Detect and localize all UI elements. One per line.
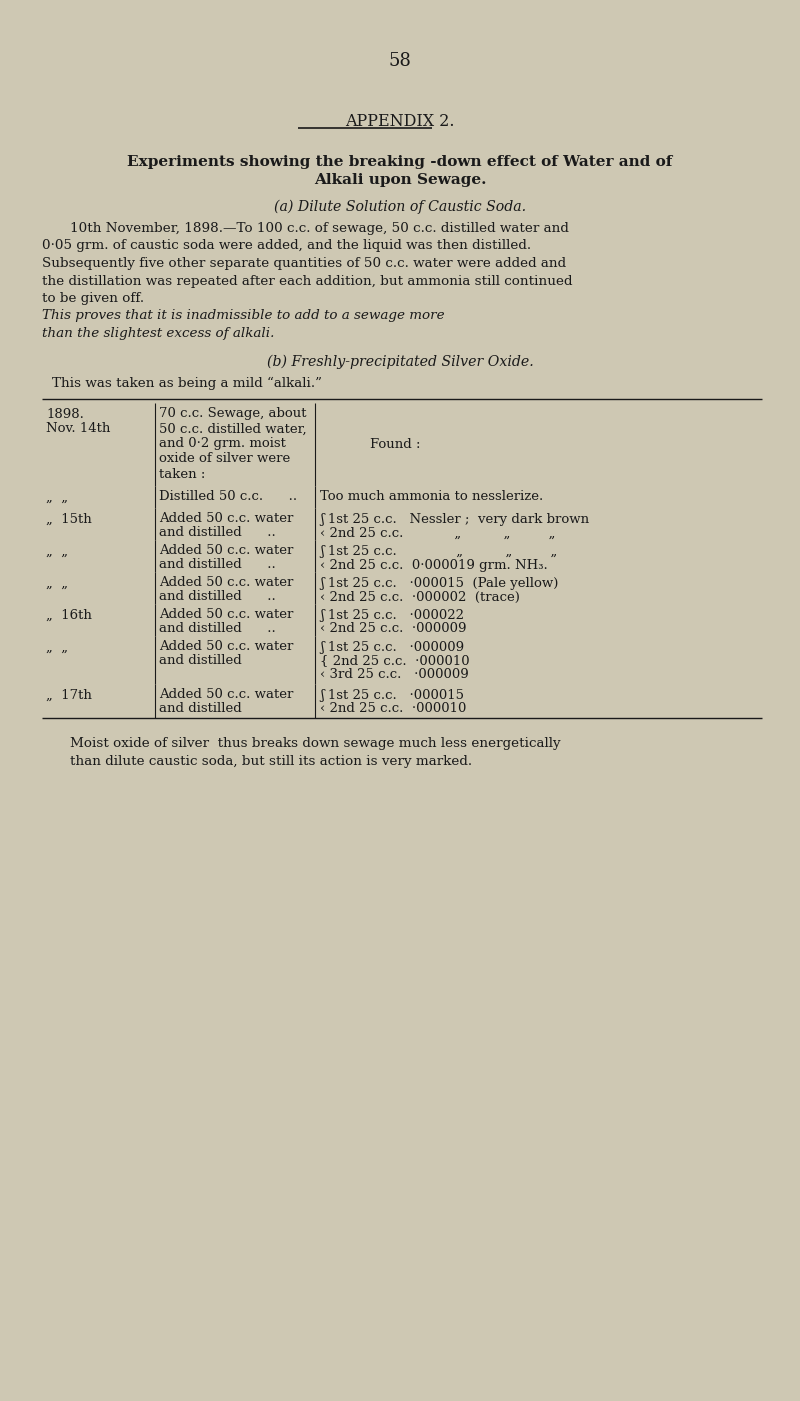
- Text: This proves that it is inadmissible to add to a sewage more: This proves that it is inadmissible to a…: [42, 310, 445, 322]
- Text: and distilled      ..: and distilled ..: [159, 559, 276, 572]
- Text: „  „: „ „: [46, 545, 68, 558]
- Text: ʃ 1st 25 c.c.              „          „         „: ʃ 1st 25 c.c. „ „ „: [320, 545, 558, 558]
- Text: Added 50 c.c. water: Added 50 c.c. water: [159, 688, 294, 702]
- Text: the distillation was repeated after each addition, but ammonia still continued: the distillation was repeated after each…: [42, 275, 573, 287]
- Text: Added 50 c.c. water: Added 50 c.c. water: [159, 545, 294, 558]
- Text: Experiments showing the breaking -down effect of Water and of: Experiments showing the breaking -down e…: [127, 156, 673, 170]
- Text: „  „: „ „: [46, 490, 68, 503]
- Text: ʃ 1st 25 c.c.   Nessler ;  very dark brown: ʃ 1st 25 c.c. Nessler ; very dark brown: [320, 513, 589, 525]
- Text: Added 50 c.c. water: Added 50 c.c. water: [159, 513, 294, 525]
- Text: ‹ 2nd 25 c.c.  ·000002  (trace): ‹ 2nd 25 c.c. ·000002 (trace): [320, 590, 520, 604]
- Text: ʃ 1st 25 c.c.   ·000015  (Pale yellow): ʃ 1st 25 c.c. ·000015 (Pale yellow): [320, 576, 558, 590]
- Text: „  „: „ „: [46, 576, 68, 590]
- Text: ‹ 2nd 25 c.c.            „          „         „: ‹ 2nd 25 c.c. „ „ „: [320, 527, 555, 539]
- Text: (a) Dilute Solution of Caustic Soda.: (a) Dilute Solution of Caustic Soda.: [274, 200, 526, 214]
- Text: { 2nd 25 c.c.  ·000010: { 2nd 25 c.c. ·000010: [320, 654, 470, 667]
- Text: „  17th: „ 17th: [46, 688, 92, 702]
- Text: 1898.: 1898.: [46, 408, 84, 420]
- Text: „  16th: „ 16th: [46, 608, 92, 622]
- Text: 58: 58: [389, 52, 411, 70]
- Text: 10th November, 1898.—To 100 c.c. of sewage, 50 c.c. distilled water and: 10th November, 1898.—To 100 c.c. of sewa…: [70, 221, 569, 235]
- Text: ‹ 2nd 25 c.c.  ·000010: ‹ 2nd 25 c.c. ·000010: [320, 702, 466, 716]
- Text: than dilute caustic soda, but still its action is very marked.: than dilute caustic soda, but still its …: [70, 755, 472, 768]
- Text: taken :: taken :: [159, 468, 206, 481]
- Text: Found :: Found :: [370, 437, 420, 451]
- Text: and distilled      ..: and distilled ..: [159, 527, 276, 539]
- Text: ‹ 2nd 25 c.c.  ·000009: ‹ 2nd 25 c.c. ·000009: [320, 622, 466, 636]
- Text: This was taken as being a mild “alkali.”: This was taken as being a mild “alkali.”: [52, 377, 322, 389]
- Text: and distilled      ..: and distilled ..: [159, 590, 276, 604]
- Text: and 0·2 grm. moist: and 0·2 grm. moist: [159, 437, 286, 451]
- Text: 0·05 grm. of caustic soda were added, and the liquid was then distilled.: 0·05 grm. of caustic soda were added, an…: [42, 240, 531, 252]
- Text: oxide of silver were: oxide of silver were: [159, 453, 290, 465]
- Text: 70 c.c. Sewage, about: 70 c.c. Sewage, about: [159, 408, 306, 420]
- Text: Moist oxide of silver  thus breaks down sewage much less energetically: Moist oxide of silver thus breaks down s…: [70, 737, 561, 751]
- Text: ‹ 2nd 25 c.c.  0·000019 grm. NH₃.: ‹ 2nd 25 c.c. 0·000019 grm. NH₃.: [320, 559, 548, 572]
- Text: and distilled: and distilled: [159, 702, 242, 716]
- Text: Added 50 c.c. water: Added 50 c.c. water: [159, 608, 294, 622]
- Text: ʃ 1st 25 c.c.   ·000022: ʃ 1st 25 c.c. ·000022: [320, 608, 464, 622]
- Text: Subsequently five other separate quantities of 50 c.c. water were added and: Subsequently five other separate quantit…: [42, 256, 566, 270]
- Text: Nov. 14th: Nov. 14th: [46, 423, 110, 436]
- Text: Distilled 50 c.c.      ..: Distilled 50 c.c. ..: [159, 490, 297, 503]
- Text: Added 50 c.c. water: Added 50 c.c. water: [159, 576, 294, 590]
- Text: „  15th: „ 15th: [46, 513, 92, 525]
- Text: „  „: „ „: [46, 640, 68, 653]
- Text: and distilled      ..: and distilled ..: [159, 622, 276, 636]
- Text: to be given off.: to be given off.: [42, 291, 144, 305]
- Text: and distilled: and distilled: [159, 654, 242, 667]
- Text: Too much ammonia to nesslerize.: Too much ammonia to nesslerize.: [320, 490, 543, 503]
- Text: APPENDIX 2.: APPENDIX 2.: [346, 113, 454, 130]
- Text: ʃ 1st 25 c.c.   ·000009: ʃ 1st 25 c.c. ·000009: [320, 640, 464, 653]
- Text: Added 50 c.c. water: Added 50 c.c. water: [159, 640, 294, 653]
- Text: than the slightest excess of alkali.: than the slightest excess of alkali.: [42, 326, 274, 340]
- Text: ʃ 1st 25 c.c.   ·000015: ʃ 1st 25 c.c. ·000015: [320, 688, 464, 702]
- Text: Alkali upon Sewage.: Alkali upon Sewage.: [314, 172, 486, 186]
- Text: 50 c.c. distilled water,: 50 c.c. distilled water,: [159, 423, 306, 436]
- Text: (b) Freshly-precipitated Silver Oxide.: (b) Freshly-precipitated Silver Oxide.: [266, 354, 534, 368]
- Text: ‹ 3rd 25 c.c.   ·000009: ‹ 3rd 25 c.c. ·000009: [320, 668, 469, 681]
